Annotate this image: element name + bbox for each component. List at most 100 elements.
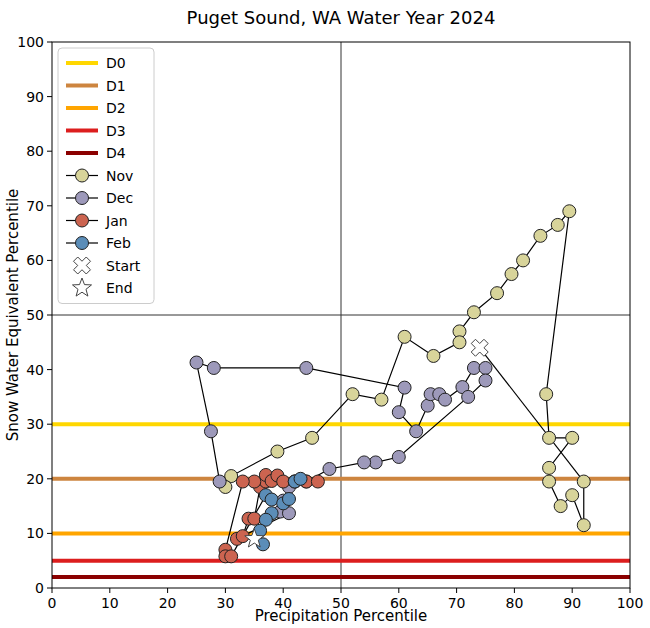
x-tick (572, 588, 573, 593)
x-tick (167, 588, 168, 593)
x-tick-label: 30 (216, 595, 234, 611)
point (491, 287, 504, 300)
legend-swatch (66, 106, 98, 110)
y-tick (47, 478, 52, 479)
y-tick-label: 80 (26, 143, 44, 159)
legend-label: D0 (106, 55, 126, 71)
y-tick-label: 70 (26, 198, 44, 214)
legend-label: D2 (106, 100, 126, 116)
legend-label: D3 (106, 123, 126, 139)
point (554, 500, 567, 513)
point (410, 425, 423, 438)
legend-swatch (66, 151, 98, 155)
legend-label: Dec (106, 190, 133, 206)
y-tick (47, 260, 52, 261)
drought-line (52, 559, 630, 563)
point (439, 393, 452, 406)
legend-box (58, 48, 154, 304)
start-marker (471, 339, 488, 356)
plot-area (52, 42, 630, 588)
point (277, 475, 290, 488)
point (271, 445, 284, 458)
y-tick-label: 90 (26, 89, 44, 105)
legend-label: D4 (106, 145, 126, 161)
y-tick (47, 96, 52, 97)
point (207, 361, 220, 374)
point (543, 431, 556, 444)
x-tick-label: 70 (448, 595, 466, 611)
crosshair-y (52, 315, 630, 316)
frame (52, 42, 630, 588)
x-tick (109, 588, 110, 593)
point (505, 268, 518, 281)
point (421, 399, 434, 412)
x-tick-label: 100 (617, 595, 644, 611)
point (398, 381, 411, 394)
x-tick-label: 90 (563, 595, 581, 611)
point (282, 493, 295, 506)
legend-swatch (76, 192, 89, 205)
x-tick-label: 0 (48, 595, 57, 611)
point (306, 431, 319, 444)
legend-label: Feb (106, 235, 131, 251)
point (265, 493, 278, 506)
x-tick (514, 588, 515, 593)
point (311, 475, 324, 488)
point (358, 456, 371, 469)
x-tick-label: 50 (332, 595, 350, 611)
x-tick (398, 588, 399, 593)
drought-line (52, 575, 630, 579)
point (300, 361, 313, 374)
point (248, 512, 261, 525)
point (577, 519, 590, 532)
y-tick (47, 315, 52, 316)
trajectory (260, 479, 300, 545)
point (204, 425, 217, 438)
y-tick (47, 369, 52, 370)
legend-swatch (74, 257, 91, 274)
chart: Puget Sound, WA Water Year 2024Precipita… (0, 0, 650, 628)
y-tick (47, 151, 52, 152)
legend-label: Jan (105, 213, 128, 229)
point (236, 475, 249, 488)
legend-swatch (72, 278, 91, 296)
legend-label: Start (106, 258, 141, 274)
connector (231, 495, 266, 556)
point (543, 461, 556, 474)
x-tick (341, 588, 342, 593)
x-tick-label: 40 (274, 595, 292, 611)
x-tick-label: 60 (390, 595, 408, 611)
point (225, 550, 238, 563)
point (467, 306, 480, 319)
legend-label: End (106, 280, 133, 296)
y-tick (47, 42, 52, 43)
point (398, 330, 411, 343)
x-tick (52, 588, 53, 593)
point (534, 229, 547, 242)
point (190, 356, 203, 369)
point (479, 361, 492, 374)
point (392, 406, 405, 419)
y-tick-label: 20 (26, 471, 44, 487)
x-tick (283, 588, 284, 593)
point (248, 475, 261, 488)
legend-label: Nov (106, 168, 133, 184)
point (369, 456, 382, 469)
point (563, 205, 576, 218)
point (566, 431, 579, 444)
point (540, 388, 553, 401)
end-marker (245, 529, 264, 547)
y-tick (47, 205, 52, 206)
point (213, 475, 226, 488)
point (323, 462, 336, 475)
legend-swatch (66, 84, 98, 88)
x-tick-label: 20 (159, 595, 177, 611)
point (427, 349, 440, 362)
x-tick (630, 588, 631, 593)
connector (480, 348, 584, 482)
point (467, 361, 480, 374)
drought-line (52, 422, 630, 426)
legend-label: D1 (106, 78, 126, 94)
y-axis-label: Snow Water Equivalent Percentile (4, 189, 22, 442)
point (577, 475, 590, 488)
